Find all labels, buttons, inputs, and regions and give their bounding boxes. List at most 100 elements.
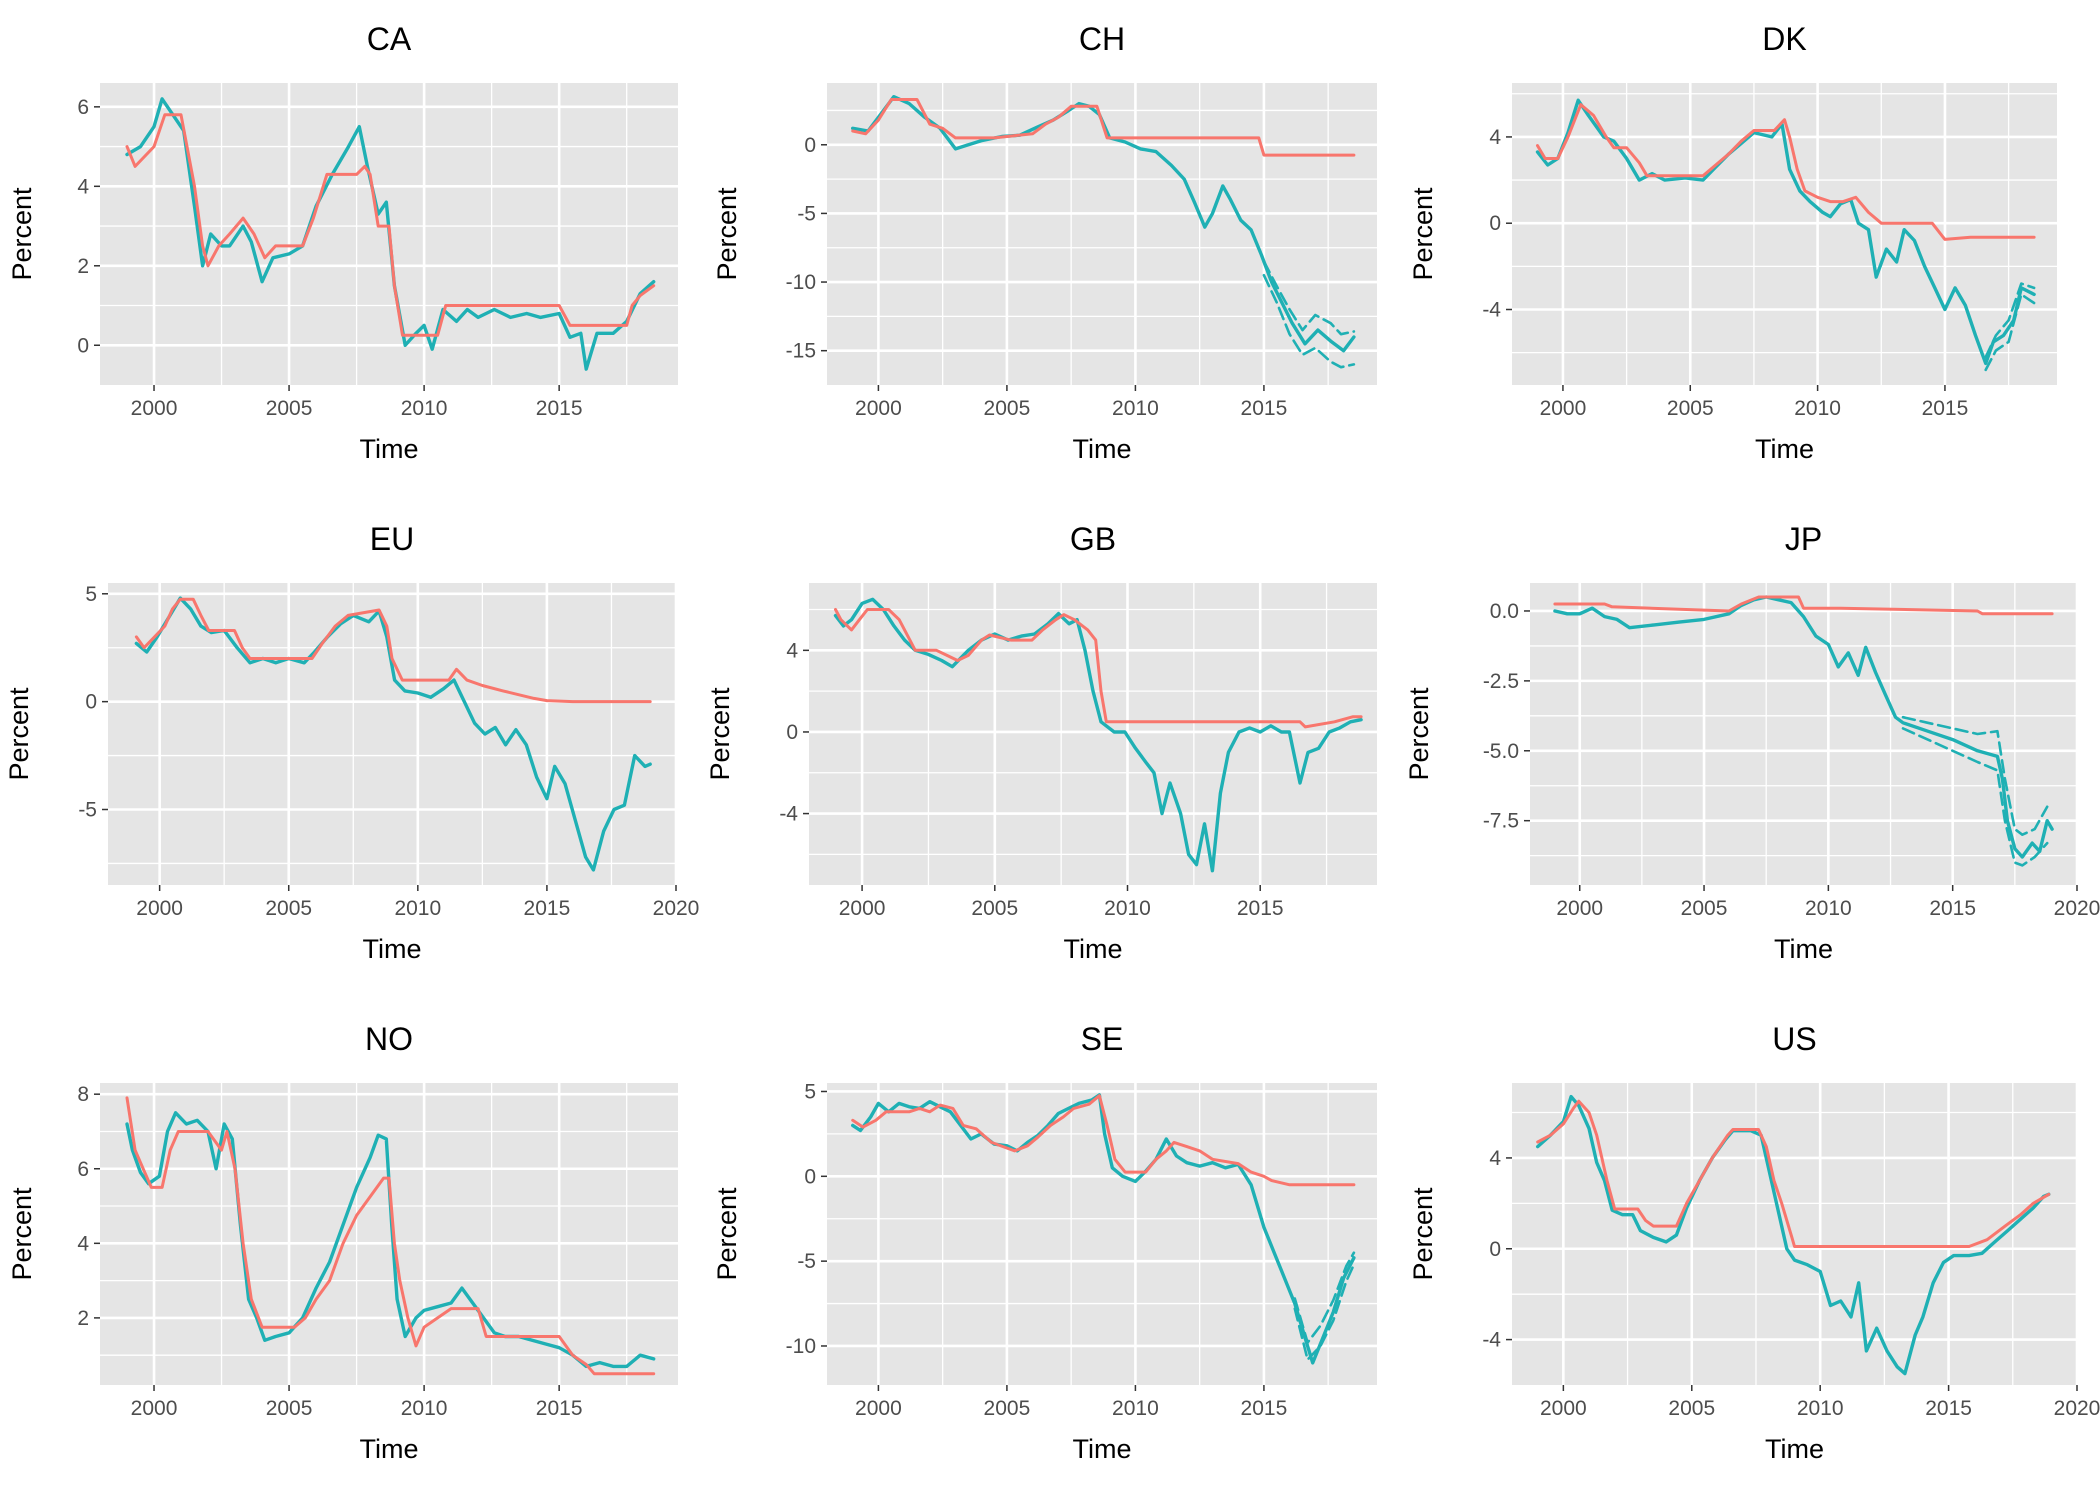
x-axis-label: Time	[1755, 434, 1814, 464]
panel-title: US	[1772, 1021, 1816, 1057]
series-group	[1553, 595, 2054, 867]
shadow-rate-band-line	[1262, 260, 1356, 336]
panel-title: EU	[370, 521, 414, 557]
y-tick-label: 5	[804, 1080, 816, 1103]
x-tick-label: 2000	[839, 897, 886, 920]
y-tick-label: 0.0	[1490, 600, 1519, 623]
x-tick-label: 2015	[1929, 897, 1976, 920]
series-group	[833, 597, 1363, 873]
panel-jp: 2000 2005 2010 2015 2020 -7.5 -5.0 -2.5 0.0 JP Tim…	[1404, 521, 2100, 964]
panel-us: 2000 2005 2010 2015 2020 -4 0 4 US Time Percent	[1408, 1021, 2100, 1464]
x-tick-label: 2015	[1237, 897, 1284, 920]
x-tick-label: 2015	[1241, 1397, 1288, 1420]
shadow-rate-band-line	[1262, 273, 1356, 369]
x-tick-label: 2010	[394, 897, 441, 920]
x-tick-label: 2000	[1540, 397, 1587, 420]
y-tick-label: -10	[786, 1335, 816, 1358]
y-axis-label: Percent	[712, 1187, 742, 1281]
x-tick-label: 2020	[653, 897, 700, 920]
policy-rate-line	[851, 1094, 1356, 1187]
y-tick-label: -4	[1482, 299, 1501, 322]
x-tick-label: 2015	[1925, 1397, 1972, 1420]
x-tick-label: 2005	[971, 897, 1018, 920]
x-tick-label: 2000	[131, 397, 178, 420]
series-group	[851, 95, 1356, 369]
policy-rate-line	[125, 113, 656, 337]
x-axis-label: Time	[1765, 1434, 1824, 1464]
y-axis-label: Percent	[1408, 187, 1438, 281]
shadow-rate-band-line	[1984, 282, 2036, 359]
x-axis-label: Time	[1073, 434, 1132, 464]
y-axis-label: Percent	[1408, 1187, 1438, 1281]
x-tick-label: 2000	[1540, 1397, 1587, 1420]
policy-rate-line	[1536, 103, 2036, 241]
policy-rate-line	[1553, 595, 2054, 616]
y-tick-label: -5.0	[1483, 740, 1519, 763]
panel-title: NO	[365, 1021, 413, 1057]
y-tick-label: 0	[77, 334, 89, 357]
x-tick-label: 2010	[1112, 1397, 1159, 1420]
panel-gb: 2000 2005 2010 2015 -4 0 4 GB Time Percent	[705, 521, 1377, 964]
series-group	[125, 1096, 656, 1376]
series-group	[125, 97, 656, 371]
series-group	[851, 1093, 1356, 1365]
y-tick-label: 0	[804, 1165, 816, 1188]
y-tick-label: -15	[786, 340, 816, 363]
x-tick-label: 2015	[1241, 397, 1288, 420]
x-axis-label: Time	[360, 1434, 419, 1464]
shadow-rate-band-line	[1901, 715, 2049, 836]
y-tick-label: 4	[786, 639, 798, 662]
x-tick-label: 2010	[401, 1397, 448, 1420]
x-axis-label: Time	[1064, 934, 1123, 964]
shadow-rate-band-line	[1901, 727, 2049, 867]
shadow-rate-line	[125, 97, 656, 371]
y-tick-label: -5	[797, 202, 816, 225]
x-tick-label: 2005	[265, 897, 312, 920]
x-tick-label: 2000	[136, 897, 183, 920]
panel-background	[809, 583, 1377, 885]
policy-rate-line	[851, 98, 1356, 157]
series-group	[1536, 1094, 2051, 1376]
y-tick-label: 4	[77, 175, 89, 198]
x-tick-label: 2000	[855, 397, 902, 420]
x-tick-label: 2015	[524, 897, 571, 920]
shadow-rate-line	[1553, 595, 2054, 859]
y-tick-label: -10	[786, 271, 816, 294]
y-axis-label: Percent	[705, 687, 735, 781]
policy-rate-line	[125, 1096, 656, 1376]
panel-ca: 2000 2005 2010 2015 0 2 4 6 CA Time Percent	[7, 21, 678, 464]
y-tick-label: 0	[1489, 212, 1501, 235]
panel-dk: 2000 2005 2010 2015 -4 0 4 DK Time Percent	[1408, 21, 2057, 464]
x-axis-label: Time	[363, 934, 422, 964]
x-tick-label: 2005	[1681, 897, 1728, 920]
x-tick-label: 2005	[984, 397, 1031, 420]
panel-background	[1530, 583, 2077, 885]
shadow-rate-line	[125, 1111, 656, 1369]
y-tick-label: 6	[77, 96, 89, 119]
shadow-rate-line	[833, 597, 1363, 873]
policy-rate-line	[1536, 1099, 2051, 1248]
shadow-rate-line	[1536, 1094, 2051, 1376]
panel-ch: 2000 2005 2010 2015 -15 -10 -5 0 CH Time Percent	[712, 21, 1377, 464]
x-tick-label: 2010	[401, 397, 448, 420]
y-axis-label: Percent	[712, 187, 742, 281]
panel-no: 2000 2005 2010 2015 2 4 6 8 NO Time Percent	[7, 1021, 678, 1464]
y-tick-label: -2.5	[1483, 670, 1519, 693]
y-tick-label: 2	[77, 1307, 89, 1330]
panel-background	[827, 1083, 1377, 1385]
policy-rate-line	[834, 608, 1363, 729]
shadow-rate-band-line	[1984, 293, 2036, 372]
panel-title: DK	[1762, 21, 1806, 57]
panel-title: CH	[1079, 21, 1125, 57]
shadow-rate-line	[1535, 98, 2036, 366]
panel-eu: 2000 2005 2010 2015 2020 -5 0 5 EU Time Percent	[4, 521, 699, 964]
panel-se: 2000 2005 2010 2015 -10 -5 0 5 SE Time Percent	[712, 1021, 1377, 1464]
x-tick-label: 2015	[1922, 397, 1969, 420]
y-tick-label: 4	[77, 1232, 89, 1255]
x-tick-label: 2005	[266, 397, 313, 420]
x-tick-label: 2010	[1805, 897, 1852, 920]
x-axis-label: Time	[1073, 1434, 1132, 1464]
y-tick-label: -4	[1482, 1329, 1501, 1352]
series-group	[134, 596, 652, 872]
x-tick-label: 2010	[1797, 1397, 1844, 1420]
